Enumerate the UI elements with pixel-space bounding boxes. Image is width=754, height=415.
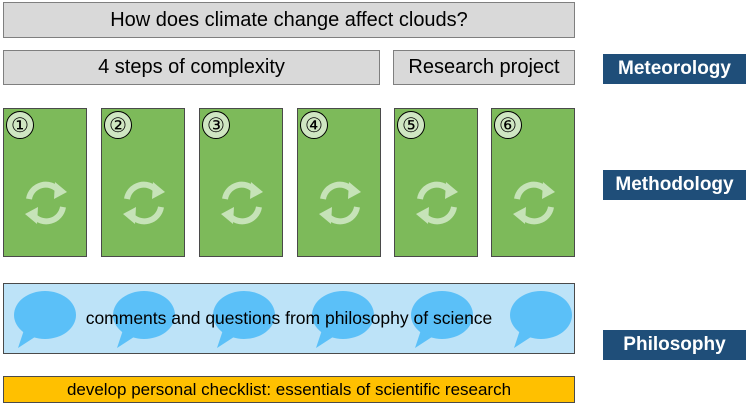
step-number: ⑥ (494, 111, 522, 139)
checklist-text: develop personal checklist: essentials o… (66, 379, 512, 399)
step-card: ⑥ (491, 108, 575, 257)
philosophy-panel: comments and questions from philosophy o… (3, 283, 575, 354)
step-number: ① (6, 111, 34, 139)
cycle-arrows-icon (123, 181, 165, 225)
step-number: ⑤ (397, 111, 425, 139)
step-card: ④ (297, 108, 381, 257)
step-card: ③ (199, 108, 283, 257)
step-card: ① (3, 108, 87, 257)
cycle-arrows-icon (319, 181, 361, 225)
research-project-box: Research project (393, 50, 575, 85)
speech-bubble-icon (14, 291, 76, 348)
speech-bubble-icon (411, 291, 473, 348)
philosophy-text: comments and questions from philosophy o… (85, 308, 493, 328)
steps-of-complexity-text: 4 steps of complexity (98, 56, 285, 78)
methodology-label: Methodology (603, 170, 746, 200)
philosophy-label: Philosophy (603, 330, 746, 360)
step-card: ② (101, 108, 185, 257)
meteorology-label: Meteorology (603, 54, 746, 84)
cycle-arrows-icon (25, 181, 67, 225)
speech-bubble-icon (312, 291, 374, 348)
speech-bubble-icon (113, 291, 175, 348)
steps-of-complexity-box: 4 steps of complexity (3, 50, 380, 85)
step-number: ④ (300, 111, 328, 139)
step-number: ② (104, 111, 132, 139)
question-box: How does climate change affect clouds? (3, 2, 575, 38)
step-number: ③ (202, 111, 230, 139)
speech-bubble-icon (213, 291, 275, 348)
cycle-arrows-icon (221, 181, 263, 225)
speech-bubble-icon (510, 291, 572, 348)
research-project-text: Research project (408, 56, 560, 78)
step-card: ⑤ (394, 108, 478, 257)
cycle-arrows-icon (513, 181, 555, 225)
checklist-box: develop personal checklist: essentials o… (3, 376, 575, 403)
question-text: How does climate change affect clouds? (110, 8, 468, 31)
cycle-arrows-icon (416, 181, 458, 225)
